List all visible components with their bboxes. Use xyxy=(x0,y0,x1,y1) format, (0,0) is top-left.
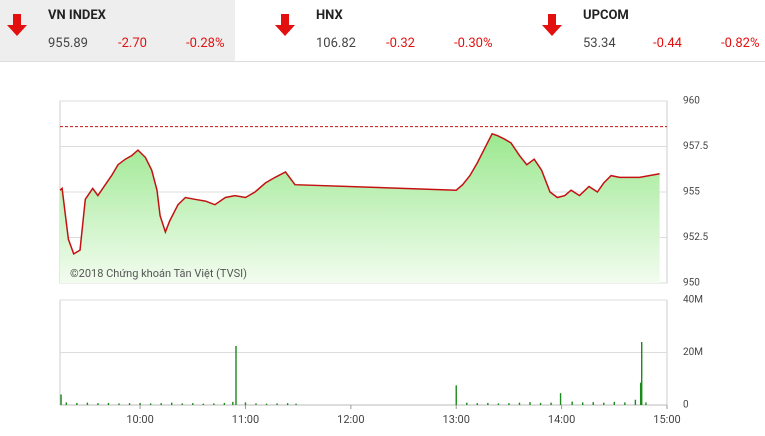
volume-bar xyxy=(603,402,605,405)
volume-bar xyxy=(455,385,457,405)
x-tick-label: 10:00 xyxy=(126,413,153,426)
volume-bar xyxy=(118,403,120,405)
x-tick-label: 13:00 xyxy=(443,413,470,426)
down-arrow xyxy=(7,14,27,36)
volume-bar xyxy=(559,393,562,405)
price-line xyxy=(59,132,660,256)
volume-bar xyxy=(223,402,226,405)
index-value: 106.82 xyxy=(316,36,356,51)
y-tick-label: 955 xyxy=(683,187,700,198)
index-card: HNX 106.82 -0.32 -0.30% xyxy=(268,0,523,61)
volume-bar xyxy=(497,403,500,405)
volume-bar xyxy=(508,403,510,405)
volume-bar xyxy=(139,402,141,405)
x-tick-label: 14:00 xyxy=(548,413,575,426)
volume-bar xyxy=(466,402,468,405)
index-card: VN INDEX 955.89 -2.70 -0.28% xyxy=(0,0,235,61)
watermark: ©2018 Chứng khoán Tân Việt (TVSI) xyxy=(70,267,247,280)
volume-bar xyxy=(613,401,616,405)
x-tick-label: 11:00 xyxy=(232,413,259,426)
volume-bar xyxy=(128,403,131,405)
volume-bar xyxy=(639,382,642,405)
volume-bar xyxy=(645,402,647,405)
volume-bar xyxy=(581,402,584,405)
volume-bar xyxy=(213,403,215,405)
index-percent: -0.28% xyxy=(186,36,225,51)
y-tick-label: 960 xyxy=(683,96,700,107)
index-change: -2.70 xyxy=(118,36,147,51)
volume-bar xyxy=(476,403,479,405)
volume-bar xyxy=(641,342,643,405)
volume-bar xyxy=(149,403,152,405)
volume-bar xyxy=(65,402,68,405)
x-tick-label: 12:00 xyxy=(337,413,364,426)
index-percent: -0.30% xyxy=(454,36,493,51)
volume-bar xyxy=(235,345,237,405)
index-name: UPCOM xyxy=(583,8,629,23)
down-arrow xyxy=(275,14,295,36)
divider xyxy=(0,61,765,62)
volume-bar xyxy=(202,403,205,405)
volume-bar xyxy=(571,401,573,405)
down-arrow xyxy=(542,14,562,36)
index-card: UPCOM 53.34 -0.44 -0.82% xyxy=(535,0,765,61)
volume-bar xyxy=(244,402,247,405)
volume-bar xyxy=(624,402,626,405)
index-name: VN INDEX xyxy=(48,8,106,23)
volume-bar xyxy=(276,403,278,405)
index-percent: -0.82% xyxy=(721,36,760,51)
volume-bar xyxy=(592,402,594,405)
index-value: 955.89 xyxy=(48,36,88,51)
volume-bar xyxy=(171,402,173,405)
volume-bar xyxy=(550,402,552,405)
volume-bar xyxy=(529,402,531,405)
volume-bar xyxy=(60,394,62,405)
y-tick-label: 950 xyxy=(683,278,700,289)
volume-bar xyxy=(634,399,637,405)
index-change: -0.44 xyxy=(653,36,682,51)
volume-bar xyxy=(97,403,99,405)
x-tick-label: 15:00 xyxy=(653,413,680,426)
y-tick-label: 20M xyxy=(683,347,703,358)
y-tick-label: 40M xyxy=(683,295,703,306)
volume-bar xyxy=(255,403,257,405)
y-tick-label: 0 xyxy=(683,400,689,411)
area-fill xyxy=(60,133,660,283)
volume-bar xyxy=(160,403,162,405)
volume-bar xyxy=(181,403,183,405)
volume-bar xyxy=(232,401,234,405)
volume-bar xyxy=(518,402,521,405)
y-tick-label: 952.5 xyxy=(683,232,708,243)
volume-bar xyxy=(76,402,78,405)
volume-bar xyxy=(86,402,89,405)
index-change: -0.32 xyxy=(386,36,415,51)
index-value: 53.34 xyxy=(583,36,616,51)
volume-bar xyxy=(107,402,110,405)
volume-bar xyxy=(192,403,194,405)
index-name: HNX xyxy=(316,8,343,23)
volume-bar xyxy=(286,403,289,405)
y-tick-label: 957.5 xyxy=(683,141,708,152)
volume-bar xyxy=(265,403,268,405)
volume-bar xyxy=(539,402,542,405)
volume-bar xyxy=(487,402,489,405)
volume-bar xyxy=(295,403,297,405)
